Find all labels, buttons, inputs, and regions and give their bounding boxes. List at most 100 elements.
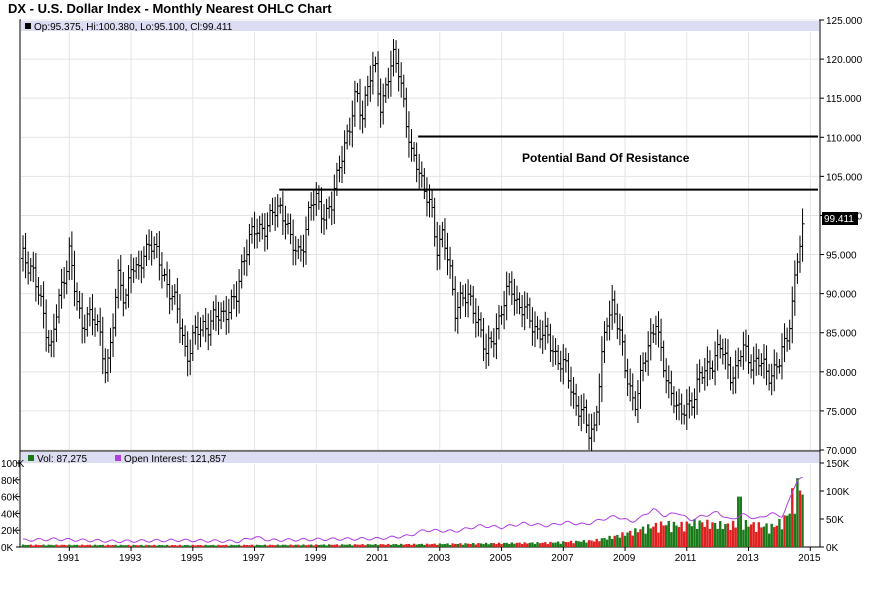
volume-bar (26, 545, 30, 547)
volume-bar (508, 543, 511, 547)
volume-bar (472, 543, 475, 547)
volume-bar (706, 519, 709, 547)
volume-bar (237, 544, 241, 547)
volume-bar (312, 545, 315, 547)
volume-bar (788, 513, 791, 547)
resistance-lines (279, 135, 818, 191)
ohlc-bar (800, 208, 805, 262)
volume-bar (605, 539, 609, 547)
volume-bar (62, 544, 66, 547)
volume-bar (495, 543, 498, 547)
x-tick-label: 2009 (613, 553, 636, 564)
volume-bar (749, 524, 753, 547)
volume-bar (209, 545, 213, 547)
volume-bar (474, 544, 478, 547)
open-interest-tick-label: 0K (826, 543, 839, 554)
volume-bar (70, 545, 74, 547)
volume-panel: Vol: 87,275 Open Interest: 121,857 100K 8… (1, 450, 850, 554)
volume-bar (479, 543, 483, 547)
x-tick-label: 2013 (737, 553, 760, 564)
volume-bar (158, 544, 161, 547)
volume-bar (60, 544, 63, 547)
open-interest-axis-right: 150K 100K 50K 0K (820, 459, 850, 554)
volume-bar (639, 529, 642, 547)
volume-bar (562, 541, 565, 547)
volume-bar (155, 545, 158, 547)
volume-bar (222, 545, 225, 547)
volume-bar (443, 543, 447, 547)
x-tick-label: 2007 (551, 553, 574, 564)
volume-bar (24, 544, 27, 547)
volume-bar (757, 522, 761, 547)
volume-bar (333, 544, 336, 547)
volume-bar (446, 543, 449, 547)
volume-bar (505, 542, 508, 547)
volume-bar (595, 538, 598, 547)
volume-bar (610, 538, 614, 547)
volume-bar (366, 544, 369, 547)
volume-bar (104, 545, 107, 547)
volume-bar (212, 544, 215, 547)
x-tick-label: 2011 (675, 553, 697, 564)
volume-bar (340, 544, 344, 547)
volume-bar (613, 535, 616, 547)
x-tick-label: 2015 (798, 553, 821, 564)
price-panel-header (21, 21, 819, 31)
volume-bar (636, 532, 640, 547)
volume-bar (271, 544, 274, 547)
volume-bar (345, 544, 349, 547)
volume-bar (297, 544, 300, 547)
volume-bar (477, 543, 480, 547)
volume-bar (436, 544, 439, 547)
volume-bar (701, 522, 704, 547)
volume-bar (83, 545, 86, 547)
volume-bar (582, 540, 586, 547)
volume-bar (268, 544, 272, 547)
volume-bar (466, 543, 470, 547)
volume-bar (34, 544, 38, 547)
volume-bar (253, 545, 256, 547)
price-tick-label: 105.000 (826, 172, 863, 183)
volume-bar (780, 529, 784, 547)
volume-bar (235, 545, 238, 547)
volume-bar (227, 545, 231, 547)
volume-bar (358, 544, 362, 547)
volume-bar (330, 544, 333, 547)
x-tick-label: 1999 (304, 553, 327, 564)
volume-bar (153, 544, 156, 547)
price-tick-label: 90.000 (826, 290, 857, 301)
volume-bar (513, 543, 516, 547)
volume-bar (515, 542, 519, 547)
volume-bar (52, 545, 56, 547)
volume-bar (232, 545, 236, 547)
volume-bar (191, 544, 195, 547)
volume-bar (675, 525, 678, 547)
volume-bar (492, 543, 496, 547)
volume-bar (91, 545, 94, 547)
volume-bar (119, 544, 122, 547)
volume-bar (279, 545, 282, 547)
volume-bar (55, 544, 58, 547)
volume-bar (335, 544, 339, 547)
price-tick-label: 95.000 (826, 251, 857, 262)
volume-bar (618, 537, 622, 547)
volume-bar (796, 478, 799, 547)
volume-bar (634, 528, 637, 547)
volume-bar (178, 544, 182, 547)
volume-bar (747, 526, 750, 547)
volume-bar (75, 544, 79, 547)
volume-bar (752, 522, 755, 547)
volume-bar (623, 535, 627, 547)
volume-bar (80, 544, 84, 547)
volume-bar (430, 544, 434, 547)
volume-bar (592, 541, 596, 547)
volume-bar (338, 545, 341, 547)
volume-bar (456, 543, 460, 547)
volume-bar (778, 518, 781, 547)
volume-bar (129, 545, 133, 547)
volume-bar (551, 542, 555, 547)
volume-bar (652, 526, 655, 547)
open-interest-tick-label: 150K (826, 459, 850, 470)
volume-bar (50, 544, 53, 547)
volume-bar (631, 535, 634, 547)
